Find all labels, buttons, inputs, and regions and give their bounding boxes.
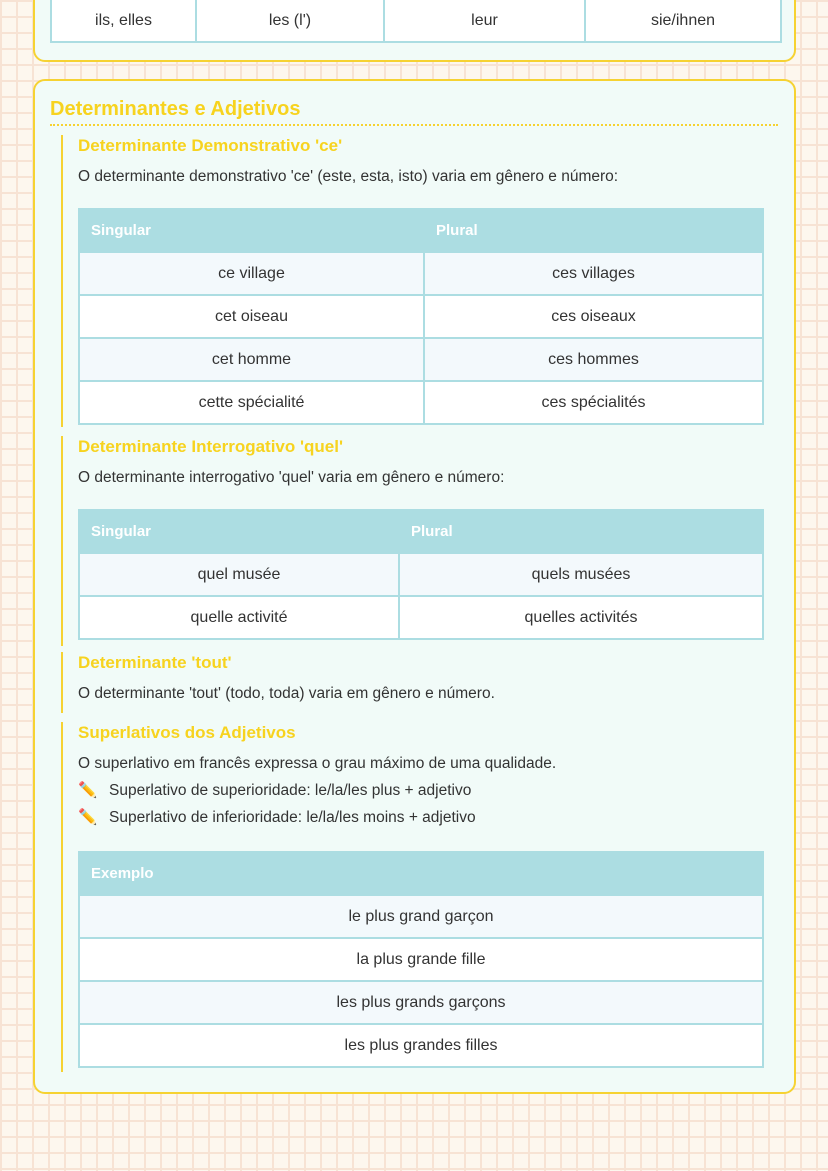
subheading: Superlativos dos Adjetivos <box>78 723 296 742</box>
description: O determinante interrogativo 'quel' vari… <box>78 469 505 486</box>
determinantes-card: Determinantes e Adjetivos Determinante D… <box>33 79 796 1094</box>
table-cell: cette spécialité <box>78 380 425 425</box>
table-cell: quels musées <box>398 552 764 597</box>
table-cell: les plus grandes filles <box>78 1023 764 1068</box>
column-header: Singular <box>78 208 425 253</box>
table-cell: ce village <box>78 251 425 296</box>
table-row: les plus grandes filles <box>78 1023 764 1068</box>
pronouns-card: ils, elles les (l') leur sie/ihnen <box>33 0 796 62</box>
table-cell: le plus grand garçon <box>78 894 764 939</box>
bullet-list: ✏️ Superlativo de superioridade: le/la/le… <box>78 781 766 835</box>
table-cell: quelle activité <box>78 595 400 640</box>
superlativos-section: Superlativos dos Adjetivos O superlativo… <box>61 722 766 1072</box>
column-header: Exemplo <box>78 851 764 896</box>
exemplo-table: Exemplo le plus grand garçon la plus gra… <box>78 851 764 1068</box>
table-row: la plus grande fille <box>78 937 764 982</box>
description: O determinante demonstrativo 'ce' (este,… <box>78 168 619 185</box>
pencil-icon: ✏️ <box>78 782 98 799</box>
table-row: quel musée quels musées <box>78 552 764 597</box>
table-row: le plus grand garçon <box>78 894 764 939</box>
description: O determinante 'tout' (todo, toda) varia… <box>78 685 495 702</box>
table-cell: leur <box>383 0 586 43</box>
table-row: ils, elles les (l') leur sie/ihnen <box>50 0 782 43</box>
table-row: les plus grands garçons <box>78 980 764 1025</box>
pronoun-table: ils, elles les (l') leur sie/ihnen <box>50 0 782 43</box>
table-cell: les (l') <box>195 0 385 43</box>
table-row: cette spécialité ces spécialités <box>78 380 764 425</box>
table-cell: cet oiseau <box>78 294 425 339</box>
column-header: Plural <box>398 509 764 554</box>
list-item-text: Superlativo de inferioridade: le/la/les … <box>109 809 476 826</box>
table-cell: la plus grande fille <box>78 937 764 982</box>
subheading: Determinante 'tout' <box>78 653 232 672</box>
section-title: Determinantes e Adjetivos <box>50 98 301 120</box>
table-cell: cet homme <box>78 337 425 382</box>
demonstrativo-table: Singular Plural ce village ces villages ce… <box>78 208 764 425</box>
table-row: quelle activité quelles activités <box>78 595 764 640</box>
column-header: Singular <box>78 509 400 554</box>
column-header: Plural <box>423 208 764 253</box>
pencil-icon: ✏️ <box>78 809 98 826</box>
table-row: cet oiseau ces oiseaux <box>78 294 764 339</box>
list-item: ✏️ Superlativo de superioridade: le/la/le… <box>78 781 766 808</box>
table-cell: quelles activités <box>398 595 764 640</box>
table-cell: sie/ihnen <box>584 0 782 43</box>
divider <box>50 124 778 126</box>
table-cell: quel musée <box>78 552 400 597</box>
table-row: ce village ces villages <box>78 251 764 296</box>
list-item-text: Superlativo de superioridade: le/la/les … <box>109 782 472 799</box>
list-item: ✏️ Superlativo de inferioridade: le/la/le… <box>78 808 766 835</box>
description: O superlativo em francês expressa o grau… <box>78 755 557 772</box>
tout-section: Determinante 'tout' O determinante 'tout… <box>61 652 766 713</box>
table-cell: les plus grands garçons <box>78 980 764 1025</box>
table-cell: ces spécialités <box>423 380 764 425</box>
table-cell: ces villages <box>423 251 764 296</box>
table-cell: ils, elles <box>50 0 197 43</box>
table-cell: ces hommes <box>423 337 764 382</box>
table-cell: ces oiseaux <box>423 294 764 339</box>
demonstrativo-section: Determinante Demonstrativo 'ce' O determ… <box>61 135 766 427</box>
subheading: Determinante Interrogativo 'quel' <box>78 437 344 456</box>
interrogativo-table: Singular Plural quel musée quels musées qu… <box>78 509 764 640</box>
interrogativo-section: Determinante Interrogativo 'quel' O dete… <box>61 436 766 646</box>
subheading: Determinante Demonstrativo 'ce' <box>78 136 343 155</box>
table-row: cet homme ces hommes <box>78 337 764 382</box>
